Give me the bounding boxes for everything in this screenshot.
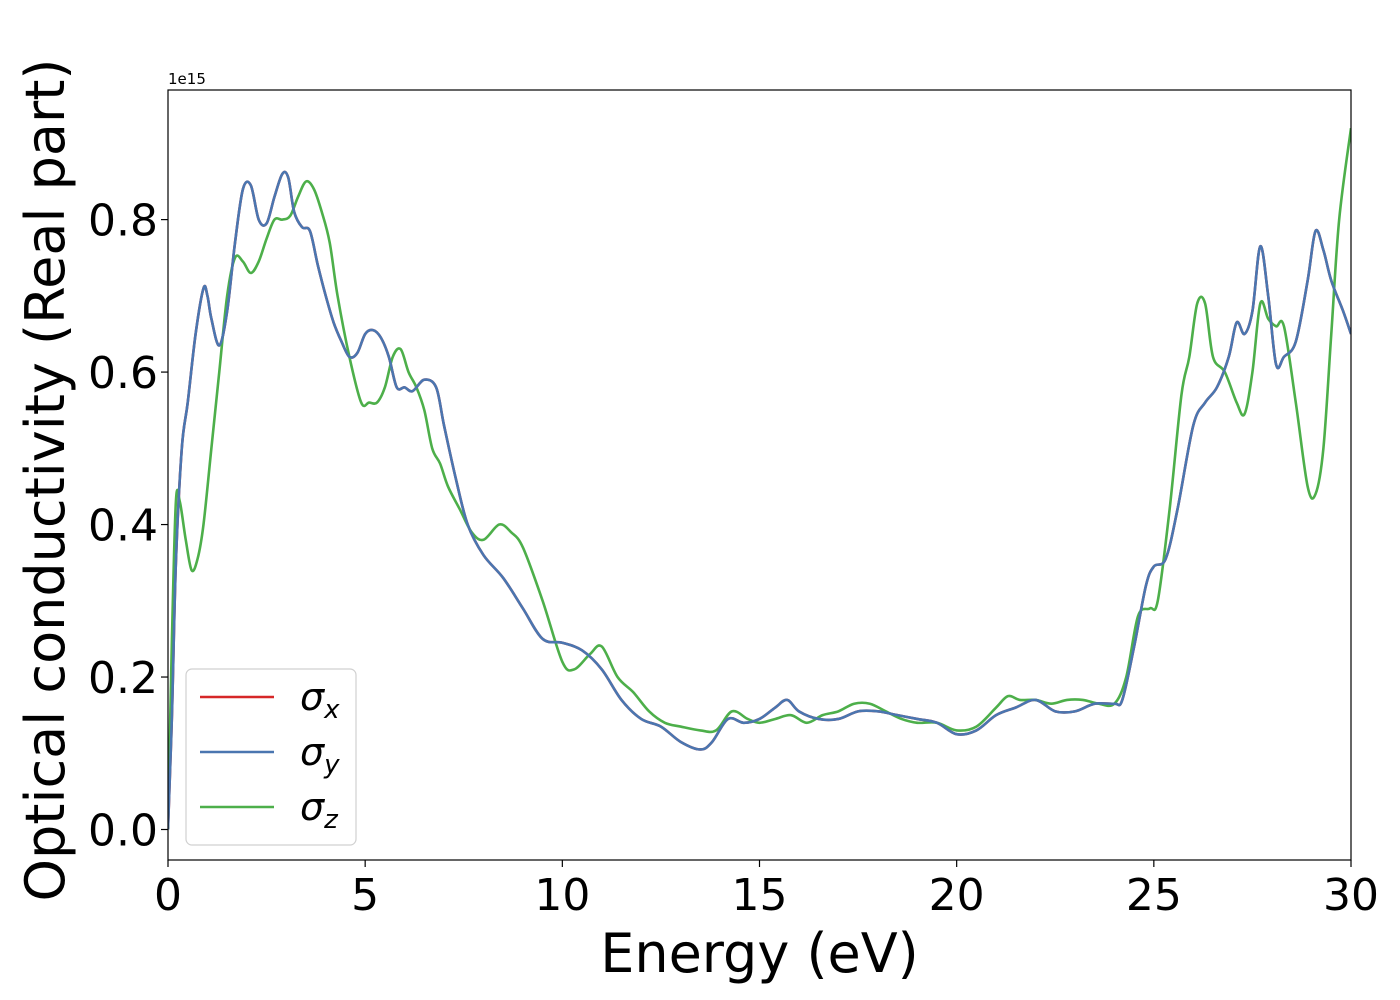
series-line-z: [168, 127, 1351, 830]
x-tick-label: 10: [534, 870, 590, 921]
tick-layer: 0 5 10 15 20 25 30 0.0 0.2 0.4 0.6 0.8: [88, 196, 1379, 921]
x-tick-label: 20: [929, 870, 985, 921]
series-line-y: [168, 170, 1351, 830]
series-lines: [168, 127, 1351, 830]
legend-label-z: σz: [300, 785, 339, 835]
x-tick-label: 5: [351, 870, 379, 921]
x-tick-label: 30: [1323, 870, 1379, 921]
y-tick-label: 0.2: [88, 653, 158, 704]
y-tick-label: 0.6: [88, 348, 158, 399]
y-axis-label: Optical conductivity (Real part): [14, 59, 77, 902]
y-tick-label: 0.0: [88, 806, 158, 857]
y-offset-label: 1e15: [168, 70, 206, 88]
y-tick-label: 0.4: [88, 501, 158, 552]
legend-box: [185, 668, 357, 846]
legend-label-x: σx: [300, 675, 340, 725]
x-tick-label: 0: [154, 870, 182, 921]
x-tick-label: 25: [1126, 870, 1182, 921]
x-axis-label: Energy (eV): [600, 922, 919, 985]
legend-label-y: σy: [300, 730, 340, 780]
y-tick-label: 0.8: [88, 196, 158, 247]
x-tick-label: 15: [732, 870, 788, 921]
